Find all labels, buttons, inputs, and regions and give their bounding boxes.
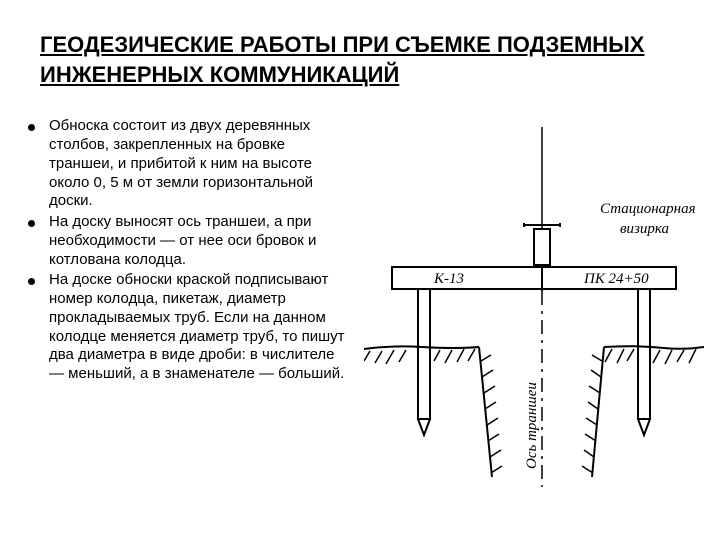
trench-wall-right: [592, 347, 604, 477]
post-left: [418, 289, 430, 435]
engineering-diagram: К-13 ПК 24+50: [364, 117, 704, 497]
content-row: Обноска состоит из двух деревянных столб…: [28, 117, 692, 502]
bullet-text: На доске обноски краской подписывают ном…: [49, 271, 348, 384]
ground-right: [604, 347, 704, 350]
trench-hatch-right: [582, 355, 602, 473]
trench-hatch-left: [481, 355, 502, 473]
list-item: Обноска состоит из двух деревянных столб…: [28, 117, 348, 211]
bullet-icon: [28, 124, 35, 131]
axis-label: Ось траншеи: [524, 383, 540, 470]
caption-line2: визирка: [620, 221, 669, 237]
board-label-left: К-13: [433, 271, 464, 287]
list-item: На доску выносят ось траншеи, а при необ…: [28, 213, 348, 269]
diagram-column: К-13 ПК 24+50: [364, 117, 704, 502]
bullet-list: Обноска состоит из двух деревянных столб…: [28, 117, 348, 384]
list-item: На доске обноски краской подписывают ном…: [28, 271, 348, 384]
trench-wall-left: [479, 347, 492, 477]
text-column: Обноска состоит из двух деревянных столб…: [28, 117, 348, 502]
sight-marker: [524, 223, 560, 265]
bullet-icon: [28, 278, 35, 285]
bullet-icon: [28, 220, 35, 227]
caption-line1: Стационарная: [600, 201, 696, 217]
page-title: ГЕОДЕЗИЧЕСКИЕ РАБОТЫ ПРИ СЪЕМКЕ ПОДЗЕМНЫ…: [28, 30, 692, 89]
bullet-text: На доску выносят ось траншеи, а при необ…: [49, 213, 348, 269]
bullet-text: Обноска состоит из двух деревянных столб…: [49, 117, 348, 211]
post-right: [638, 289, 650, 435]
board-label-right: ПК 24+50: [583, 271, 649, 287]
